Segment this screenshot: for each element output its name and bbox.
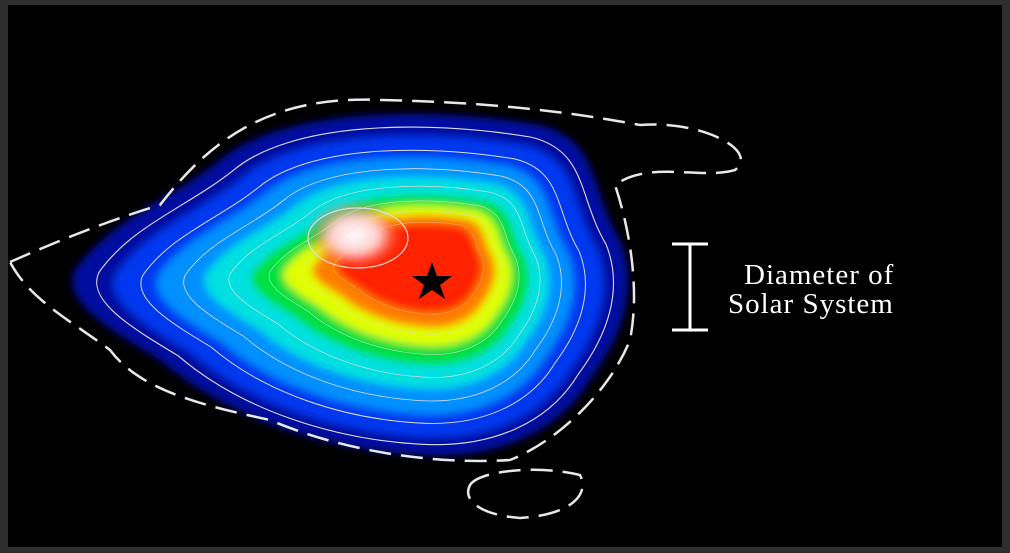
- scale-bar: [672, 242, 708, 332]
- intensity-map: [72, 114, 629, 456]
- star-marker: [412, 262, 452, 299]
- scale-label-line2: Solar System: [728, 288, 894, 320]
- scale-label-line1: Diameter of: [744, 259, 894, 291]
- outer-contour: [8, 98, 743, 520]
- contours: [96, 126, 615, 446]
